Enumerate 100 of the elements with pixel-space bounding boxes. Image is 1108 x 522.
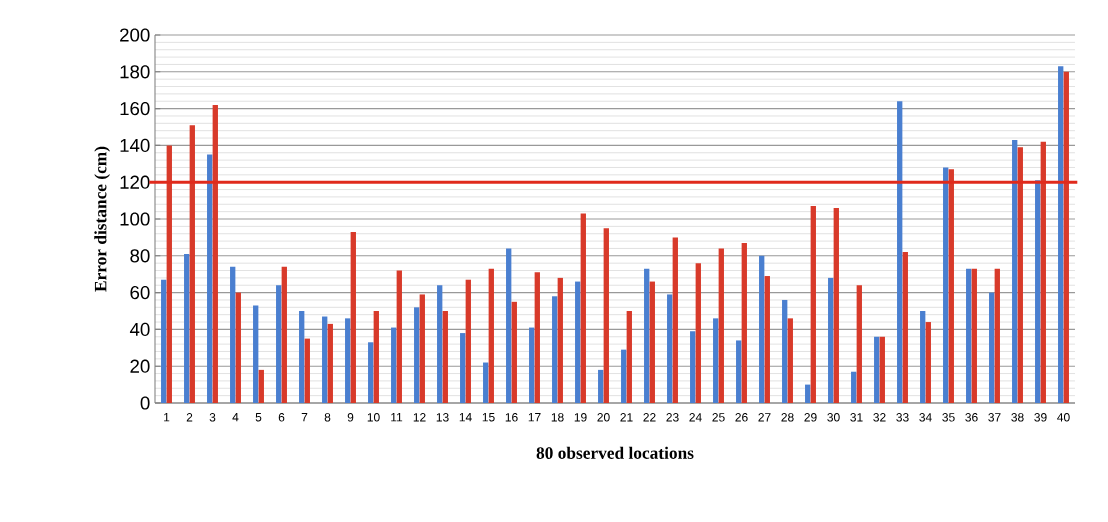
x-tick-label: 10 — [367, 413, 380, 422]
x-tick-label: 29 — [804, 413, 817, 422]
bar — [741, 242, 747, 403]
y-tick-label: 40 — [129, 322, 150, 337]
bar — [506, 248, 512, 403]
bar — [557, 277, 563, 403]
x-tick-label: 8 — [324, 413, 331, 422]
bar — [391, 327, 397, 403]
x-tick-label: 20 — [597, 413, 610, 422]
x-tick-label: 35 — [942, 413, 955, 422]
bar — [511, 301, 517, 403]
x-tick-label: 6 — [278, 413, 285, 422]
x-tick-label: 9 — [347, 413, 354, 422]
bar — [856, 285, 862, 403]
bar — [1012, 139, 1018, 403]
bar — [787, 318, 793, 403]
x-tick-label: 26 — [735, 413, 748, 422]
y-tick-label: 80 — [130, 249, 150, 263]
bar — [713, 318, 719, 403]
bar — [971, 268, 977, 403]
x-tick-label: 21 — [620, 413, 633, 422]
x-tick-label: 40 — [1057, 413, 1070, 422]
bar — [690, 331, 696, 403]
x-tick-label: 13 — [436, 413, 449, 422]
bar — [552, 296, 558, 403]
bar — [575, 281, 581, 403]
bar — [414, 307, 420, 403]
y-axis-title: Error distance (cm) — [94, 146, 110, 292]
bar — [649, 281, 655, 403]
bar — [943, 167, 949, 403]
x-tick-label: 27 — [758, 413, 771, 422]
x-tick-label: 4 — [232, 413, 239, 422]
bar — [437, 285, 443, 403]
x-tick-label: 11 — [391, 413, 403, 422]
bar — [258, 369, 264, 403]
bar — [442, 311, 448, 403]
x-tick-label: 37 — [988, 413, 1001, 422]
bar — [483, 362, 489, 403]
bar — [276, 285, 282, 403]
bar — [166, 145, 172, 403]
y-tick-label: 60 — [130, 285, 150, 300]
bar — [281, 266, 287, 403]
bar — [299, 311, 305, 403]
x-tick-label: 7 — [301, 413, 308, 422]
x-tick-label: 17 — [528, 413, 541, 422]
bar — [189, 125, 195, 403]
bar — [667, 294, 673, 403]
bar — [465, 279, 471, 403]
x-tick-label: 30 — [827, 413, 840, 422]
bar — [322, 316, 328, 403]
bar — [925, 322, 931, 403]
x-tick-label: 23 — [666, 413, 679, 422]
bar — [1040, 141, 1046, 403]
y-tick-label: 140 — [120, 138, 150, 153]
bar — [920, 311, 926, 403]
x-tick-label: 33 — [896, 413, 909, 422]
bar — [1017, 147, 1023, 403]
x-tick-label: 36 — [965, 413, 978, 422]
x-tick-label: 2 — [186, 413, 193, 422]
bar — [759, 255, 765, 403]
x-tick-label: 38 — [1011, 413, 1024, 422]
x-tick-label: 1 — [164, 413, 170, 422]
bar — [368, 342, 374, 403]
bar — [253, 305, 259, 403]
bar — [828, 277, 834, 403]
bar — [529, 327, 535, 403]
bar — [230, 266, 236, 403]
bar — [534, 272, 540, 403]
bar — [805, 384, 811, 403]
bar — [1035, 180, 1041, 403]
bar — [626, 311, 632, 403]
x-tick-label: 28 — [781, 413, 794, 422]
x-tick-label: 25 — [712, 413, 725, 422]
bar — [207, 154, 213, 403]
x-tick-label: 31 — [850, 413, 863, 422]
bar — [644, 268, 650, 403]
bar — [350, 231, 356, 403]
bar — [833, 207, 839, 403]
y-tick-label: 120 — [120, 175, 150, 189]
y-tick-label: 100 — [120, 212, 150, 226]
bar — [810, 206, 816, 403]
bar — [345, 318, 351, 403]
bar — [736, 340, 742, 403]
x-tick-label: 34 — [919, 413, 932, 422]
x-tick-label: 39 — [1034, 413, 1047, 422]
x-tick-label: 19 — [574, 413, 587, 422]
bar — [488, 268, 494, 403]
y-tick-label: 180 — [120, 65, 150, 79]
bar — [184, 253, 190, 403]
y-tick-label: 200 — [120, 28, 150, 42]
bar — [580, 213, 586, 403]
bar — [897, 101, 903, 403]
y-tick-label: 0 — [140, 396, 150, 410]
bar — [764, 276, 770, 403]
x-tick-label: 16 — [505, 413, 518, 422]
bar — [718, 248, 724, 403]
bar — [621, 349, 627, 403]
x-axis-title: 80 observed locations — [536, 446, 694, 459]
bar — [161, 279, 167, 403]
x-tick-label: 18 — [551, 413, 564, 422]
